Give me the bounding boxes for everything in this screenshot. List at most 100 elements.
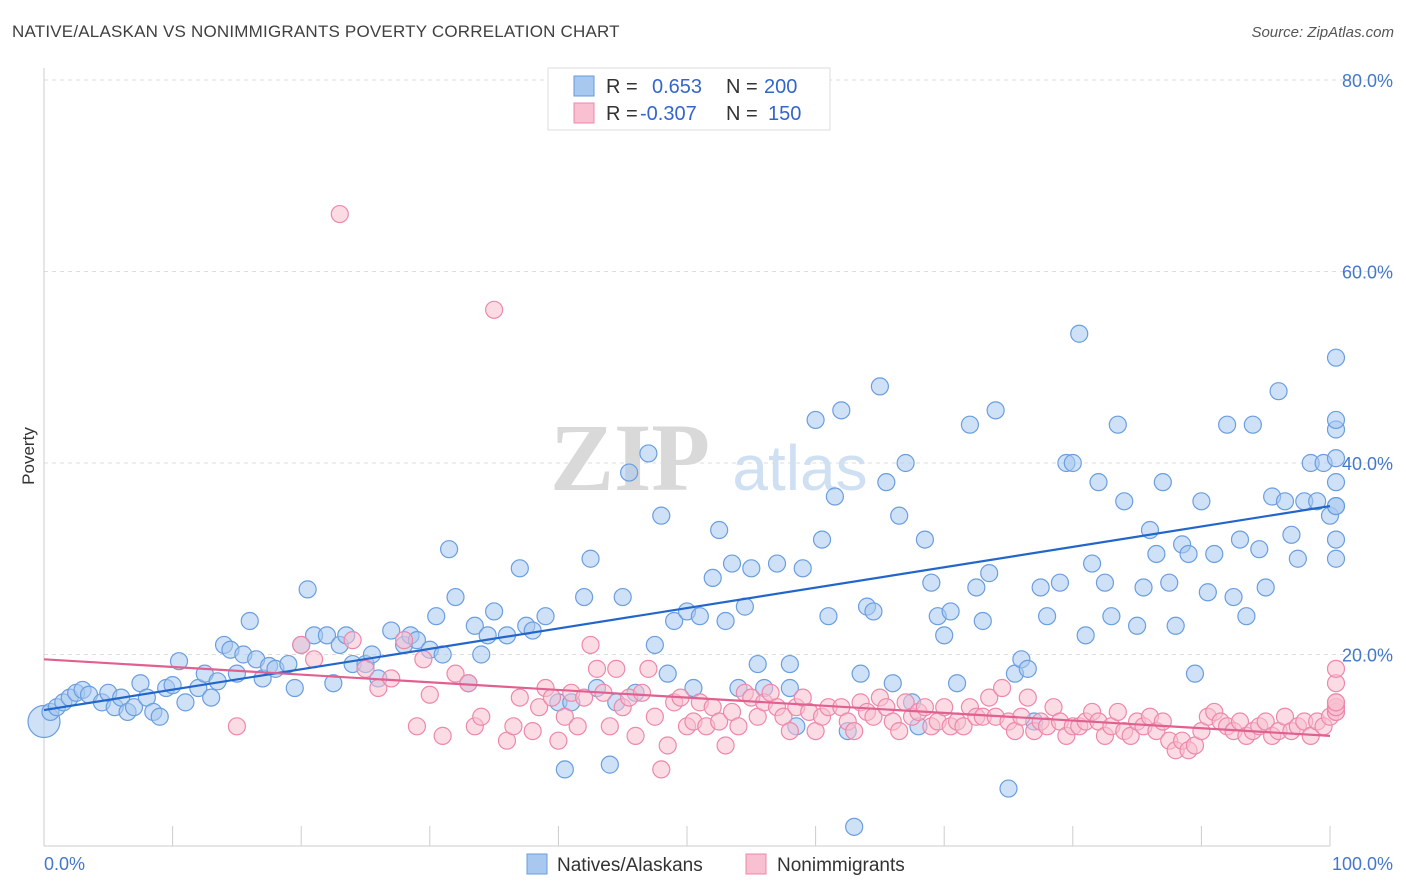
nonimmigrants-point-31 [587,659,607,678]
nonimmigrants-point-21 [523,721,542,741]
nonimmigrants-point-33 [600,717,619,736]
legend-n-label-2: N = [726,103,758,125]
nonimmigrants-point-41 [652,760,671,779]
legend-r-label-2: R = [606,103,638,125]
natives-point-95 [767,554,787,573]
nonimmigrants-point-9 [407,717,427,736]
natives-point-151 [1160,573,1179,592]
natives-point-30 [240,611,259,631]
natives-point-139 [1076,626,1095,645]
nonimmigrants-point-19 [504,717,523,736]
natives-point-80 [652,506,671,525]
nonimmigrants-point-0 [227,717,246,736]
nonimmigrants-point-11 [420,685,439,704]
legend-r-value-2: -0.307 [640,103,697,125]
natives-point-160 [1224,587,1243,607]
natives-point-63 [510,559,529,578]
natives-point-85 [690,607,709,626]
nonimmigrants-trend-line [43,658,1331,737]
correlation-legend: R = 0.653 N = 200 R = -0.307 N = 150 [547,67,831,131]
natives-point-183 [1326,449,1346,468]
series-legend: Natives/Alaskans Nonimmigrants [526,853,905,876]
natives-point-169 [1282,525,1301,544]
nonimmigrants-point-152 [1326,659,1346,678]
natives-point-157 [1198,583,1217,602]
natives-point-55 [439,540,459,559]
natives-point-158 [1205,544,1224,564]
x-tick-label-end: 100.0% [1332,854,1393,874]
natives-point-131 [1018,659,1037,678]
nonimmigrants-point-8 [394,631,414,650]
legend-r-value-1: 0.653 [652,76,702,98]
legend-r-label-1: R = [606,76,638,98]
natives-point-117 [915,530,935,549]
natives-point-170 [1288,549,1307,568]
natives-point-48 [382,621,401,640]
legend-n-label-1: N = [726,76,758,98]
natives-point-73 [600,755,619,774]
natives-point-122 [947,674,967,693]
natives-point-17 [150,707,169,726]
natives-point-126 [980,564,999,583]
chart-source: Source: ZipAtlas.com [1251,24,1394,41]
natives-point-36 [285,678,304,698]
natives-point-112 [883,674,902,693]
natives-point-35 [279,654,298,674]
natives-point-89 [722,554,742,573]
nonimmigrants-point-39 [639,659,658,678]
nonimmigrants-point-16 [472,707,491,726]
natives-point-21 [176,693,195,712]
natives-point-168 [1275,492,1295,511]
natives-point-68 [555,760,574,779]
nonimmigrants-point-53 [729,717,748,736]
natives-point-124 [967,578,986,597]
nonimmigrants-point-12 [433,726,452,745]
nonimmigrants-point-111 [1108,702,1127,722]
nonimmigrants-point-1 [292,635,311,655]
natives-point-106 [845,817,864,836]
natives-point-138 [1070,324,1089,343]
nonimmigrants-point-93 [992,678,1012,698]
natives-point-155 [1185,664,1205,683]
natives-point-58 [465,616,484,635]
nonimmigrants-point-7 [382,669,401,688]
natives-point-53 [427,607,446,626]
y-tick-label-1: 40.0% [1342,454,1393,474]
nonimmigrants-point-87 [954,717,973,736]
natives-point-101 [812,530,832,549]
natives-trend-line [43,505,1331,712]
natives-point-143 [1102,607,1121,626]
y-tick-label-3: 80.0% [1342,71,1393,91]
natives-point-162 [1237,607,1256,626]
legend-swatch-natives [573,75,595,97]
natives-point-164 [1250,540,1269,559]
natives-point-114 [896,453,915,473]
legend-n-value-1: 200 [764,76,797,98]
nonimmigrants-point-97 [1018,688,1037,707]
natives-point-76 [620,463,639,482]
natives-point-100 [806,410,825,430]
trend-lines [43,505,1331,737]
natives-point-141 [1089,473,1108,492]
natives-point-110 [870,377,890,396]
natives-point-71 [581,549,600,568]
nonimmigrants-point-24 [542,688,562,707]
natives-point-156 [1192,492,1211,511]
natives-point-111 [877,473,896,492]
natives-point-123 [960,415,980,434]
natives-point-96 [780,654,799,674]
natives-point-150 [1153,473,1172,492]
nonimmigrants-point-4 [343,631,362,650]
legend-box [547,67,831,131]
nonimmigrants-point-26 [555,707,574,726]
natives-point-81 [658,664,677,683]
nonimmigrants-point-37 [626,726,645,745]
series-legend-swatch-natives [526,853,548,875]
natives-point-127 [986,401,1005,420]
nonimmigrants-point-29 [575,688,594,707]
series-legend-natives: Natives/Alaskans [557,855,703,876]
natives-point-79 [645,635,664,655]
natives-point-121 [941,602,960,621]
nonimmigrants-point-50 [710,712,729,731]
natives-points [27,324,1346,836]
